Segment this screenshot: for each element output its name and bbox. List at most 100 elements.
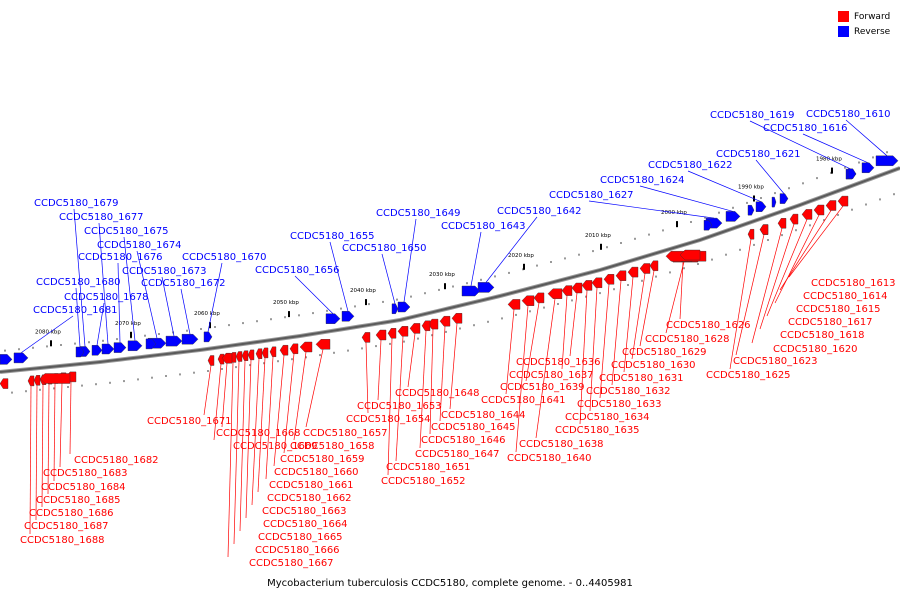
reverse-swatch xyxy=(838,26,849,37)
forward-gene-arrow xyxy=(289,343,299,354)
forward-gene-label: CCDC5180_1644 xyxy=(441,410,526,421)
reverse-leader-line xyxy=(403,218,417,303)
scale-dot-upper xyxy=(452,285,454,288)
legend-forward: Forward xyxy=(838,9,898,24)
forward-leader-line xyxy=(273,355,285,467)
kbp-tick-label: 2080 kbp xyxy=(35,329,61,335)
scale-dot-upper xyxy=(102,339,104,342)
reverse-gene-label: CCDC5180_1678 xyxy=(64,292,149,303)
scale-dot-upper xyxy=(200,328,202,330)
forward-gene-label: CCDC5180_1629 xyxy=(622,347,707,358)
scale-dot-lower xyxy=(683,267,685,270)
reverse-leader-line xyxy=(749,120,852,170)
scale-dot-upper xyxy=(536,264,538,267)
reverse-gene-arrow xyxy=(13,352,29,364)
scale-dot-lower xyxy=(851,208,853,211)
kbp-tick-mark xyxy=(831,167,833,174)
forward-gene-label: CCDC5180_1623 xyxy=(733,356,818,367)
reverse-gene-label: CCDC5180_1677 xyxy=(59,212,144,223)
forward-gene-label: CCDC5180_1660 xyxy=(274,467,359,478)
kbp-tick-mark xyxy=(523,263,525,270)
scale-dot-lower xyxy=(109,381,111,384)
scale-dot-lower xyxy=(655,275,657,278)
forward-gene-label: CCDC5180_1647 xyxy=(415,449,500,460)
scale-dot-lower xyxy=(249,364,251,367)
forward-leader-line xyxy=(41,384,44,508)
reverse-leader-line xyxy=(845,119,888,157)
reverse-gene-label: CCDC5180_1672 xyxy=(141,278,226,289)
scale-dot-lower xyxy=(319,354,321,357)
forward-gene-arrow xyxy=(615,270,627,281)
forward-gene-label: CCDC5180_1631 xyxy=(599,373,684,384)
forward-leader-line xyxy=(407,333,416,388)
kbp-tick-label: 1980 kbp xyxy=(816,157,842,163)
scale-dot-lower xyxy=(571,299,573,302)
forward-gene-label: CCDC5180_1657 xyxy=(303,428,388,439)
forward-leader-line xyxy=(227,362,234,558)
kbp-tick-label: 2060 kbp xyxy=(194,311,220,317)
forward-gene-arrow xyxy=(801,209,813,220)
forward-gene-label: CCDC5180_1617 xyxy=(788,317,873,328)
scale-dot-lower xyxy=(361,347,363,350)
scale-dot-lower xyxy=(123,380,125,383)
kbp-tick-mark xyxy=(600,243,602,250)
scale-dot-upper xyxy=(872,156,874,159)
forward-gene-arrow xyxy=(521,295,535,306)
forward-gene-arrow xyxy=(221,353,233,364)
forward-gene-label: CCDC5180_1687 xyxy=(24,521,109,532)
scale-dot-upper xyxy=(634,237,636,240)
forward-label: Forward xyxy=(854,11,891,22)
forward-gene-label: CCDC5180_1633 xyxy=(577,399,662,410)
forward-gene-label: CCDC5180_1632 xyxy=(586,386,671,397)
forward-gene-arrow xyxy=(261,347,269,359)
scale-dot-upper xyxy=(690,221,692,223)
reverse-gene-label: CCDC5180_1619 xyxy=(710,110,795,121)
scale-dot-lower xyxy=(879,198,881,201)
forward-leader-line xyxy=(283,353,295,454)
backbone-layer xyxy=(0,166,900,374)
reverse-gene-label: CCDC5180_1643 xyxy=(441,221,526,232)
forward-gene-arrow xyxy=(679,249,701,261)
reverse-gene-arrow xyxy=(477,282,495,293)
forward-swatch xyxy=(838,11,849,22)
scale-dot-lower xyxy=(781,234,783,237)
forward-gene-arrow xyxy=(241,350,249,361)
scale-dot-lower xyxy=(53,387,55,390)
reverse-gene-arrow xyxy=(165,335,183,347)
scale-dot-upper xyxy=(410,295,412,298)
scale-dot-lower xyxy=(375,345,377,348)
scale-dot-lower xyxy=(263,362,265,365)
reverse-gene-label: CCDC5180_1622 xyxy=(648,160,733,171)
forward-gene-label: CCDC5180_1646 xyxy=(421,435,506,446)
legend: Forward Reverse xyxy=(838,9,898,39)
forward-leader-line xyxy=(203,365,212,416)
forward-leader-line xyxy=(377,340,382,401)
forward-gene-arrow xyxy=(627,266,639,278)
scale-dot-upper xyxy=(718,211,720,214)
forward-gene-label: CCDC5180_1645 xyxy=(431,422,516,433)
scale-dot-lower xyxy=(697,263,699,265)
forward-gene-label: CCDC5180_1666 xyxy=(255,545,340,556)
scale-dot-lower xyxy=(627,284,629,286)
scale-dot-lower xyxy=(151,376,153,379)
scale-dot-lower xyxy=(795,229,797,232)
gene-layer xyxy=(0,155,899,389)
forward-gene-label: CCDC5180_1662 xyxy=(267,493,352,504)
reverse-leader-line xyxy=(470,231,482,287)
scale-dot-upper xyxy=(32,346,34,349)
forward-gene-label: CCDC5180_1626 xyxy=(666,320,751,331)
forward-gene-arrow xyxy=(387,328,397,339)
forward-gene-arrow xyxy=(207,355,215,366)
scale-dot-upper xyxy=(564,257,566,260)
reverse-leader-line xyxy=(755,159,785,194)
forward-gene-label: CCDC5180_1658 xyxy=(290,441,375,452)
reverse-gene-arrow xyxy=(747,204,755,216)
forward-gene-label: CCDC5180_1640 xyxy=(507,453,592,464)
reverse-gene-arrow xyxy=(203,331,213,343)
reverse-leader-line xyxy=(687,170,762,202)
scale-dot-lower xyxy=(81,384,83,387)
reverse-gene-arrow xyxy=(771,196,777,208)
forward-gene-arrow xyxy=(27,375,35,387)
reverse-gene-arrow xyxy=(145,338,157,350)
forward-gene-arrow xyxy=(421,320,431,331)
